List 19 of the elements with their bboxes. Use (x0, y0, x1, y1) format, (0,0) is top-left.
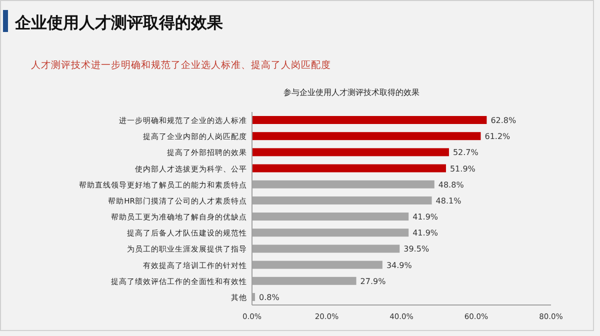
data-label: 52.7% (452, 148, 479, 158)
data-label: 51.9% (450, 164, 476, 174)
bar (252, 164, 446, 172)
data-label: 34.9% (386, 260, 412, 270)
data-label: 27.9% (360, 276, 386, 286)
data-label: 39.5% (404, 244, 430, 254)
bar (252, 132, 481, 140)
chart-subtitle: 人才测评技术进一步明确和规范了企业选人标准、提高了人岗匹配度 (31, 59, 331, 71)
bar (252, 116, 487, 124)
data-label: 0.8% (258, 293, 280, 302)
data-label: 61.2% (484, 132, 511, 142)
data-label: 62.8% (490, 116, 517, 125)
data-label: 48.1% (436, 196, 462, 206)
bar (252, 148, 449, 156)
text: 企业使用人才测评取得的效果 (14, 13, 224, 32)
data-label: 41.9% (412, 212, 438, 222)
text: 参与企业使用人才测评技术取得的效果 (284, 88, 420, 97)
data-label: 48.8% (438, 180, 464, 190)
data-label: 41.9% (412, 228, 438, 238)
